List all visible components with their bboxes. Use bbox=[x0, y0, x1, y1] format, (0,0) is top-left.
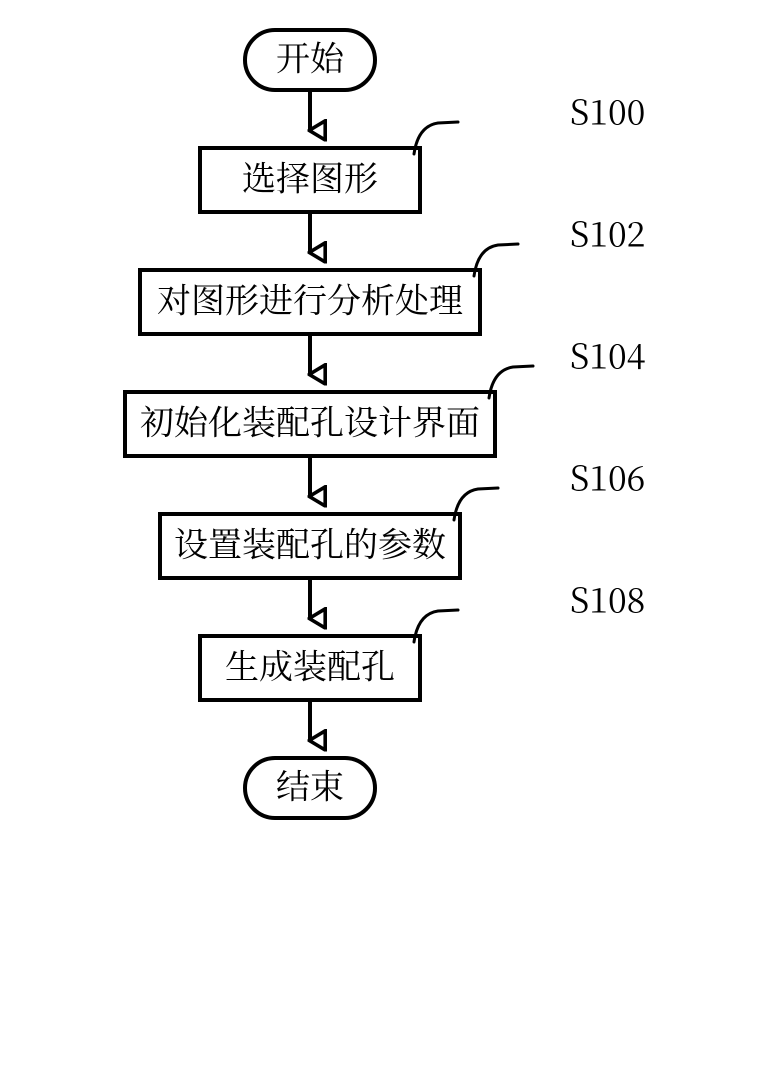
process-s106-tag: S106 bbox=[570, 452, 645, 501]
terminal-start-label: 开始 bbox=[276, 32, 345, 81]
process-s104-label: 初始化装配孔设计界面 bbox=[140, 396, 480, 445]
process-s102-tag: S102 bbox=[570, 208, 645, 257]
process-s104-tag: S104 bbox=[570, 330, 646, 379]
process-s108-label: 生成装配孔 bbox=[225, 640, 395, 689]
process-s108-tag: S108 bbox=[570, 574, 645, 623]
terminal-end-label: 结束 bbox=[276, 760, 344, 809]
flowchart-canvas: 开始选择图形 S100 对图形进行分析处理 S102 初始化装配孔设计界面 S104 设置装… bbox=[0, 0, 758, 1089]
process-s106-label: 设置装配孔的参数 bbox=[174, 518, 446, 567]
process-s100-tag: S100 bbox=[570, 86, 645, 135]
process-s102-label: 对图形进行分析处理 bbox=[157, 274, 463, 323]
process-s100-label: 选择图形 bbox=[242, 152, 378, 201]
